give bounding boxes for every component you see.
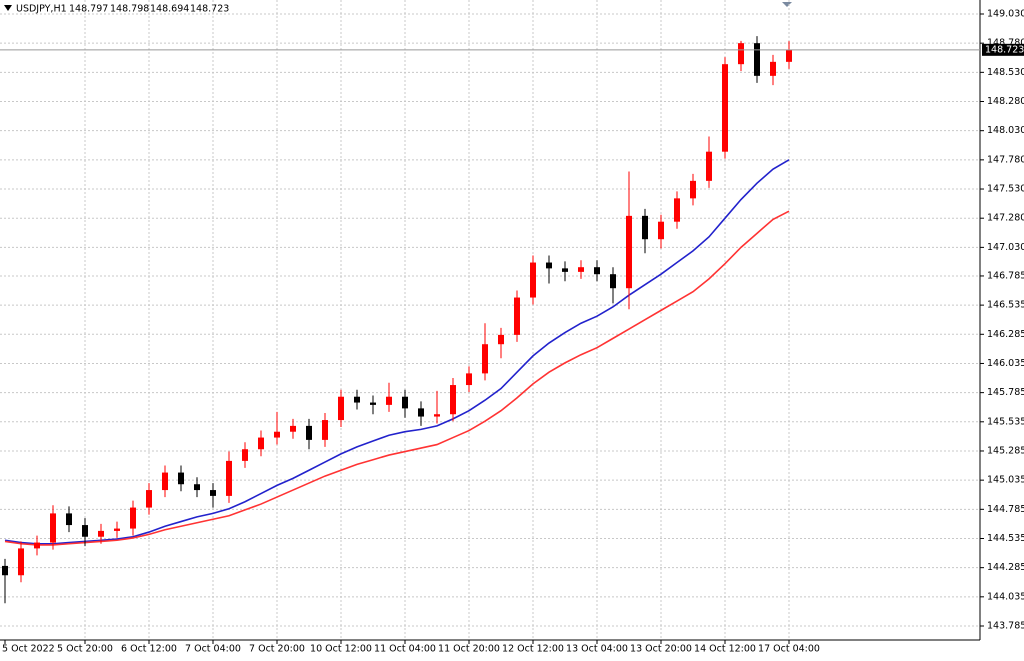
y-tick-label: 146.535 xyxy=(987,300,1024,311)
x-tick-label: 11 Oct 04:00 xyxy=(374,644,436,655)
candle-body xyxy=(450,385,456,415)
candle-body xyxy=(274,431,280,438)
candle-body xyxy=(306,425,312,440)
header-open: 148.797 xyxy=(69,4,108,15)
x-tick-label: 7 Oct 20:00 xyxy=(249,644,305,655)
candle-body xyxy=(370,402,376,405)
candle-body xyxy=(98,530,104,537)
y-tick-label: 147.530 xyxy=(987,184,1024,195)
x-tick-label: 11 Oct 20:00 xyxy=(438,644,500,655)
candle-body xyxy=(290,425,296,432)
x-tick-label: 5 Oct 2022 xyxy=(2,644,55,655)
candle-body xyxy=(146,490,152,508)
candle-body xyxy=(690,180,696,199)
candle-body xyxy=(754,43,760,76)
candle-body xyxy=(418,408,424,417)
candle-body xyxy=(386,396,392,405)
candle-body xyxy=(706,151,712,181)
x-tick-label: 17 Oct 04:00 xyxy=(758,644,820,655)
x-tick-label: 13 Oct 04:00 xyxy=(566,644,628,655)
candle-body xyxy=(738,43,744,65)
candle-body xyxy=(18,548,24,576)
y-tick-label: 145.035 xyxy=(987,475,1024,486)
candle-body xyxy=(594,267,600,275)
x-tick-label: 7 Oct 04:00 xyxy=(185,644,241,655)
candle-body xyxy=(498,334,504,345)
y-tick-label: 145.285 xyxy=(987,445,1024,456)
candle-body xyxy=(2,565,8,576)
candle-body xyxy=(50,513,56,543)
candle-body xyxy=(402,396,408,409)
candle-body xyxy=(354,396,360,403)
y-tick-label: 144.035 xyxy=(987,591,1024,602)
candle-body xyxy=(178,472,184,485)
x-tick-label: 13 Oct 20:00 xyxy=(630,644,692,655)
x-tick-label: 6 Oct 12:00 xyxy=(121,644,177,655)
y-tick-label: 146.285 xyxy=(987,329,1024,340)
candle-body xyxy=(530,262,536,298)
candle-body xyxy=(194,484,200,491)
shift-marker xyxy=(782,2,792,7)
price-label: 148.723 xyxy=(985,44,1024,55)
candle-body xyxy=(786,49,792,62)
candle-body xyxy=(514,297,520,335)
candle-body xyxy=(674,198,680,222)
candle-body xyxy=(162,472,168,491)
header-low: 148.694 xyxy=(150,4,189,15)
candle-body xyxy=(258,437,264,450)
y-tick-label: 145.535 xyxy=(987,416,1024,427)
y-tick-label: 144.285 xyxy=(987,562,1024,573)
y-tick-label: 144.535 xyxy=(987,533,1024,544)
header-close: 148.723 xyxy=(190,4,229,15)
candle-body xyxy=(466,373,472,386)
candle-body xyxy=(34,542,40,549)
candle-body xyxy=(434,414,440,417)
symbol: USDJPY,H1 xyxy=(16,4,67,15)
candle-body xyxy=(722,64,728,152)
moving-average xyxy=(4,159,790,545)
candle-body xyxy=(546,262,552,269)
y-tick-label: 148.280 xyxy=(987,96,1024,107)
y-tick-label: 146.785 xyxy=(987,270,1024,281)
price-label-bg xyxy=(982,43,1024,56)
candle-body xyxy=(226,460,232,496)
candle-body xyxy=(626,215,632,289)
moving-average xyxy=(4,210,790,546)
y-tick-label: 148.530 xyxy=(987,67,1024,78)
candle-body xyxy=(242,449,248,461)
y-tick-label: 143.785 xyxy=(987,620,1024,631)
candle-body xyxy=(562,268,568,272)
candle-body xyxy=(658,221,664,240)
candle-body xyxy=(482,344,488,374)
x-tick-label: 12 Oct 12:00 xyxy=(502,644,564,655)
y-tick-label: 147.030 xyxy=(987,242,1024,253)
header-high: 148.798 xyxy=(110,4,149,15)
header-icon xyxy=(4,5,12,11)
candle-body xyxy=(114,528,120,531)
y-tick-label: 148.030 xyxy=(987,125,1024,136)
x-tick-label: 14 Oct 12:00 xyxy=(694,644,756,655)
y-tick-label: 144.785 xyxy=(987,504,1024,515)
y-tick-label: 147.280 xyxy=(987,213,1024,224)
x-tick-label: 10 Oct 12:00 xyxy=(310,644,372,655)
candle-body xyxy=(578,267,584,272)
y-tick-label: 149.030 xyxy=(987,9,1024,20)
y-tick-label: 146.035 xyxy=(987,358,1024,369)
candle-body xyxy=(610,274,616,289)
candle-body xyxy=(130,507,136,529)
candle-body xyxy=(210,490,216,496)
candle-body xyxy=(82,525,88,537)
y-tick-label: 148.780 xyxy=(987,38,1024,49)
candle-body xyxy=(322,420,328,440)
x-tick-label: 5 Oct 20:00 xyxy=(57,644,113,655)
candle-body xyxy=(770,61,776,76)
y-tick-label: 145.785 xyxy=(987,387,1024,398)
candle-body xyxy=(642,215,648,240)
candle-body xyxy=(338,396,344,421)
candle-body xyxy=(66,513,72,526)
y-tick-label: 147.780 xyxy=(987,154,1024,165)
